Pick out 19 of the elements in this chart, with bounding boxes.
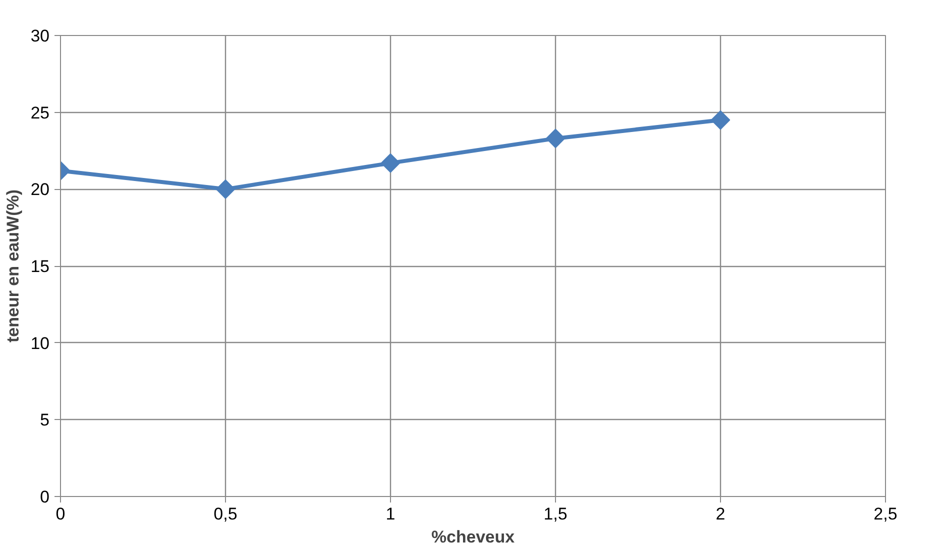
point xyxy=(710,110,730,130)
x-tick-label: 1,5 xyxy=(544,504,568,524)
y-tick-label: 25 xyxy=(30,103,50,122)
x-tick-label: 2,5 xyxy=(874,504,898,524)
y-axis-title: teneur en eauW(%) xyxy=(4,189,23,343)
point xyxy=(380,153,400,173)
y-tick-label: 0 xyxy=(40,488,50,506)
y-tick-label: 20 xyxy=(30,180,50,200)
y-tick-label: 15 xyxy=(30,257,50,276)
point xyxy=(216,179,236,199)
point xyxy=(546,128,566,148)
x-tick-label: 0,5 xyxy=(214,504,238,524)
y-tick-label: 30 xyxy=(30,26,50,46)
y-tick-label: 10 xyxy=(30,334,50,353)
x-axis-title: %cheveux xyxy=(431,528,516,546)
x-tick-label: 2 xyxy=(716,504,726,524)
y-tick-label: 5 xyxy=(40,410,50,430)
x-tick-label: 1 xyxy=(386,504,396,524)
x-tick-label: 0 xyxy=(56,504,66,524)
